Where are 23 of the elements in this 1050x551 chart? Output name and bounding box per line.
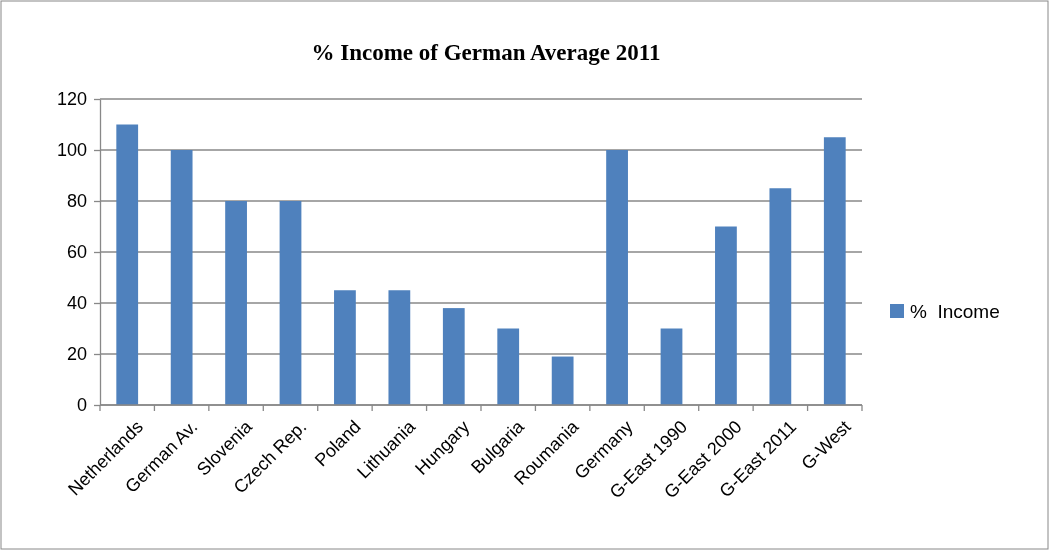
bar xyxy=(715,226,737,405)
y-tick-label: 40 xyxy=(66,293,87,314)
bar xyxy=(116,124,139,405)
legend-label: % Income xyxy=(910,300,1000,322)
y-tick-label: 100 xyxy=(56,140,87,161)
bar xyxy=(225,201,247,405)
bar xyxy=(660,328,683,405)
bar xyxy=(769,188,792,405)
bar xyxy=(551,356,574,405)
bar xyxy=(497,328,520,405)
y-tick-label: 120 xyxy=(56,89,87,110)
bar xyxy=(279,201,302,405)
y-tick-label: 0 xyxy=(76,395,87,416)
y-tick-label: 80 xyxy=(66,191,87,212)
bar xyxy=(442,308,465,405)
y-tick-label: 60 xyxy=(66,242,87,263)
bar xyxy=(170,150,193,405)
bar xyxy=(388,290,411,405)
bar xyxy=(823,137,846,405)
bar xyxy=(606,150,628,405)
chart-title: % Income of German Average 2011 xyxy=(311,40,661,65)
y-tick-label: 20 xyxy=(66,344,87,365)
bar xyxy=(334,290,356,405)
